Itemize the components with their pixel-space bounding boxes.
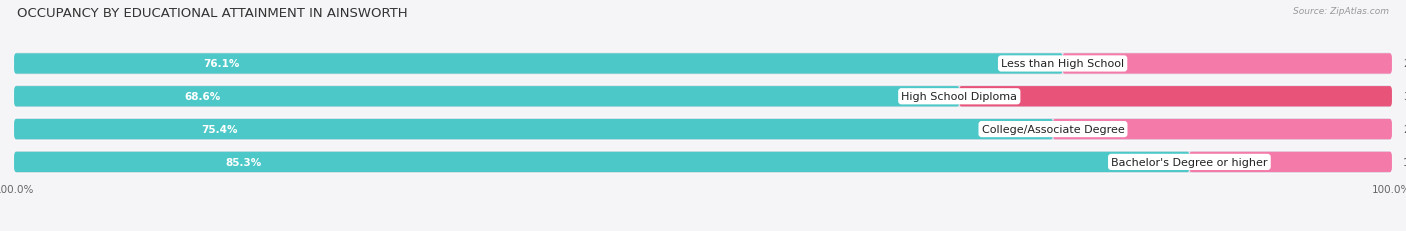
Text: 14.7%: 14.7% <box>1403 157 1406 167</box>
FancyBboxPatch shape <box>1053 119 1392 140</box>
FancyBboxPatch shape <box>959 87 1392 107</box>
FancyBboxPatch shape <box>14 151 1392 174</box>
Text: College/Associate Degree: College/Associate Degree <box>981 125 1125 134</box>
FancyBboxPatch shape <box>14 118 1392 141</box>
FancyBboxPatch shape <box>14 54 1063 74</box>
FancyBboxPatch shape <box>14 53 1392 76</box>
FancyBboxPatch shape <box>14 87 959 107</box>
FancyBboxPatch shape <box>14 152 1189 172</box>
FancyBboxPatch shape <box>14 85 1392 108</box>
Text: 31.4%: 31.4% <box>1403 92 1406 102</box>
Text: 76.1%: 76.1% <box>202 59 239 69</box>
Text: 75.4%: 75.4% <box>201 125 238 134</box>
Text: OCCUPANCY BY EDUCATIONAL ATTAINMENT IN AINSWORTH: OCCUPANCY BY EDUCATIONAL ATTAINMENT IN A… <box>17 7 408 20</box>
FancyBboxPatch shape <box>1189 152 1392 172</box>
Text: 23.9%: 23.9% <box>1403 59 1406 69</box>
FancyBboxPatch shape <box>14 119 1053 140</box>
Text: Bachelor's Degree or higher: Bachelor's Degree or higher <box>1111 157 1268 167</box>
Text: 68.6%: 68.6% <box>184 92 221 102</box>
Text: Less than High School: Less than High School <box>1001 59 1125 69</box>
Text: 24.6%: 24.6% <box>1403 125 1406 134</box>
Text: 85.3%: 85.3% <box>225 157 262 167</box>
FancyBboxPatch shape <box>1063 54 1392 74</box>
Text: Source: ZipAtlas.com: Source: ZipAtlas.com <box>1294 7 1389 16</box>
Text: High School Diploma: High School Diploma <box>901 92 1018 102</box>
